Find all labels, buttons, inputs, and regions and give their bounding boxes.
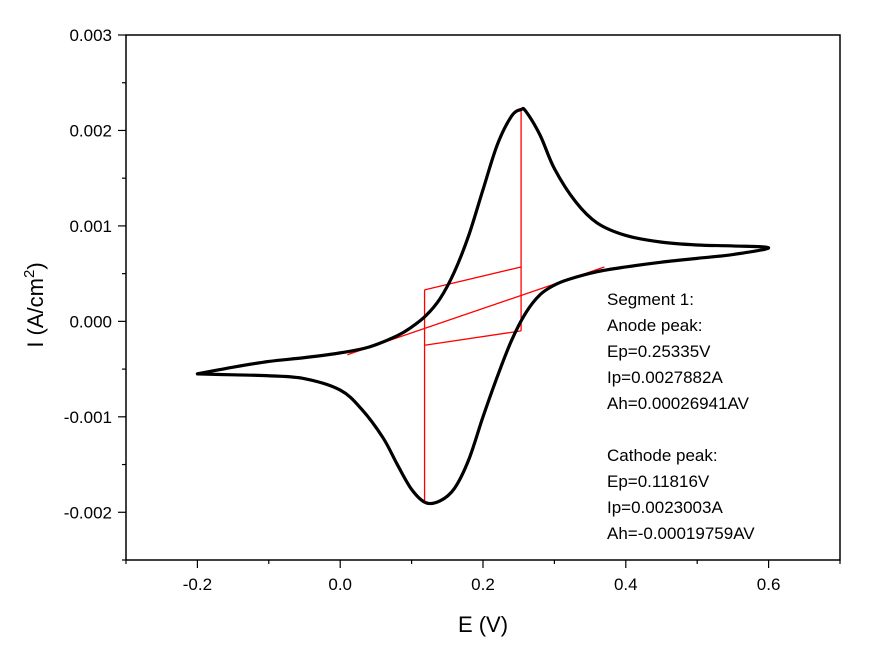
annotation-line-8: Ep=0.11816V (607, 472, 710, 491)
y-axis-label: I (A/cm2) (21, 262, 48, 347)
annotation-line-4: Ip=0.0027882A (607, 368, 723, 387)
y-axis-label-close: ) (23, 262, 48, 269)
annotation-line-5: Ah=0.00026941AV (607, 394, 750, 413)
peak-annotation-block: Segment 1: Anode peak: Ep=0.25335V Ip=0.… (607, 290, 755, 543)
peak-construction-line (424, 330, 522, 346)
y-tick-label: 0.000 (69, 312, 112, 331)
x-axis-label: E (V) (458, 612, 508, 637)
y-tick-label: 0.002 (69, 121, 112, 140)
x-tick-label: 0.2 (471, 575, 495, 594)
annotation-line-9: Ip=0.0023003A (607, 498, 723, 517)
axis-ticks: -0.2 0.0 0.2 0.4 0.6 -0.002 -0.001 0.000 0.001 0.… (64, 26, 841, 594)
x-tick-label: 0.6 (757, 575, 781, 594)
y-axis-label-main: I (A/cm (23, 278, 48, 348)
x-tick-label: 0.0 (328, 575, 352, 594)
y-tick-label: -0.002 (64, 503, 112, 522)
y-tick-label: -0.001 (64, 408, 112, 427)
peak-construction-line (424, 266, 522, 291)
data-series (195, 106, 771, 506)
x-tick-label: 0.4 (614, 575, 638, 594)
annotation-line-3: Ep=0.25335V (607, 342, 711, 361)
annotation-line-7: Cathode peak: (607, 446, 718, 465)
annotation-line-10: Ah=-0.00019759AV (607, 524, 755, 543)
y-axis-label-superscript: 2 (21, 270, 38, 278)
x-tick-label: -0.2 (183, 575, 212, 594)
y-tick-label: 0.003 (69, 26, 112, 45)
annotation-line-1: Segment 1: (607, 290, 694, 309)
plot-area-frame (125, 34, 841, 561)
y-tick-label: 0.001 (69, 217, 112, 236)
annotation-line-2: Anode peak: (607, 316, 702, 335)
cv-curve (195, 106, 771, 506)
